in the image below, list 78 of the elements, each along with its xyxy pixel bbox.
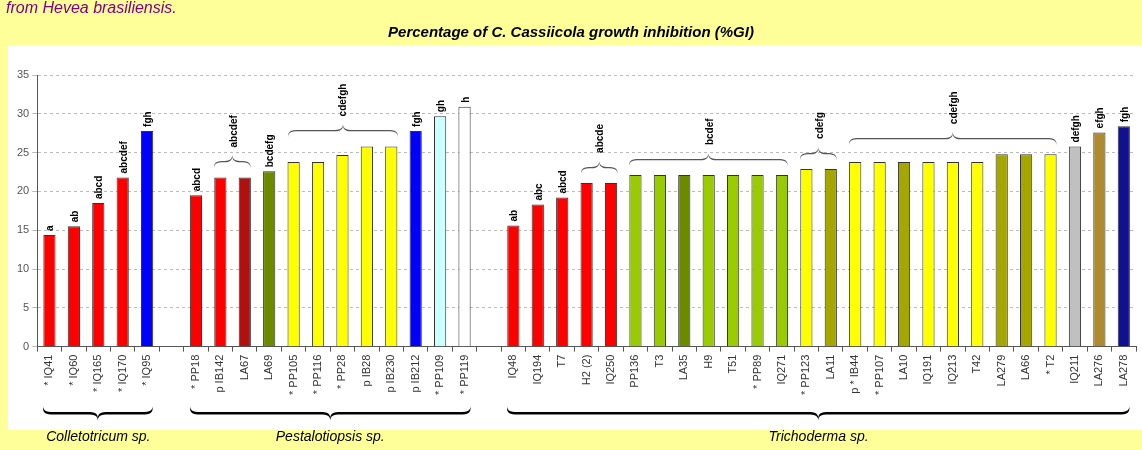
data-label: fgh bbox=[1118, 106, 1130, 123]
x-tick-label: IQ250 bbox=[604, 354, 617, 385]
annotation: cdefg bbox=[813, 112, 825, 139]
x-tick-label: IQ194 bbox=[530, 354, 543, 385]
x-tick-label: * IQ170 bbox=[115, 354, 128, 392]
x-tick-label: LA276 bbox=[1092, 354, 1105, 387]
y-tick-label: 30 bbox=[16, 106, 30, 119]
x-tick-label: T3 bbox=[652, 354, 665, 368]
data-label: abcd bbox=[190, 167, 202, 192]
data-label: a bbox=[44, 224, 56, 231]
x-tick-label: LA10 bbox=[897, 354, 910, 381]
data-label: defgh bbox=[1069, 115, 1081, 143]
chart-title: Percentage of C. Cassiicola growth inhibition (%GI) bbox=[388, 23, 754, 41]
x-tick-label: * IQ165 bbox=[91, 354, 104, 392]
x-tick-label: * PP105 bbox=[286, 354, 299, 396]
x-tick-label: T7 bbox=[555, 354, 568, 368]
text: Colletotricum sp. bbox=[46, 427, 151, 444]
annotation: abcde bbox=[593, 123, 605, 153]
x-tick-label: H2 (2) bbox=[579, 354, 592, 386]
x-tick-label: LA279 bbox=[994, 354, 1007, 387]
x-tick-label: p IB230 bbox=[384, 354, 397, 393]
x-tick-label: * PP116 bbox=[311, 354, 324, 395]
data-label: fgh bbox=[410, 111, 422, 127]
text: Trichoderma sp. bbox=[768, 427, 869, 444]
x-tick-label: * PP89 bbox=[750, 354, 763, 389]
data-label: abc bbox=[532, 182, 544, 201]
x-tick-label: * PP123 bbox=[799, 354, 812, 396]
x-tick-label: LA67 bbox=[237, 354, 250, 381]
x-tick-label: T42 bbox=[970, 354, 983, 374]
annotation: cdefgh bbox=[337, 83, 349, 117]
data-label: abcd bbox=[93, 175, 105, 200]
data-label: abcd bbox=[557, 170, 569, 194]
annotation: cdefgh bbox=[947, 91, 959, 125]
data-label: h bbox=[459, 96, 471, 103]
y-tick-label: 15 bbox=[16, 223, 30, 236]
x-tick-label: * PP28 bbox=[335, 354, 348, 389]
x-tick-label: p IB142 bbox=[213, 354, 226, 393]
data-label: efgh bbox=[1094, 107, 1106, 129]
x-tick-label: * T2 bbox=[1043, 354, 1056, 375]
x-tick-label: * IQ41 bbox=[42, 354, 55, 386]
x-tick-label: * PP18 bbox=[188, 354, 201, 389]
x-tick-label: p IB28 bbox=[359, 354, 372, 387]
text: Pestalotiopsis sp. bbox=[275, 427, 385, 444]
y-tick-label: 35 bbox=[16, 68, 30, 81]
x-tick-label: * IQ60 bbox=[66, 354, 79, 386]
x-tick-label: PP136 bbox=[628, 354, 641, 388]
x-tick-label: LA69 bbox=[262, 354, 275, 381]
x-tick-label: LA11 bbox=[823, 354, 836, 380]
x-tick-label: * PP109 bbox=[433, 354, 446, 396]
x-tick-label: * PP119 bbox=[457, 354, 470, 395]
y-tick-label: 25 bbox=[16, 145, 30, 158]
x-tick-label: * PP107 bbox=[872, 354, 885, 396]
data-label: abcdef bbox=[117, 140, 129, 174]
x-tick-label: p IB212 bbox=[408, 354, 421, 393]
x-tick-label: IQ48 bbox=[506, 354, 519, 379]
data-label: fgh bbox=[142, 111, 154, 127]
x-tick-label: LA278 bbox=[1116, 354, 1129, 387]
x-tick-label: * IQ95 bbox=[140, 354, 153, 386]
x-tick-label: IQ271 bbox=[774, 354, 787, 385]
y-tick-label: 10 bbox=[16, 262, 30, 275]
x-tick-label: LA35 bbox=[677, 354, 690, 381]
y-tick-label: 0 bbox=[23, 339, 30, 352]
data-label: bcdefg bbox=[264, 134, 276, 168]
annotation: bcdef bbox=[703, 117, 715, 146]
x-tick-label: T51 bbox=[726, 354, 739, 374]
x-tick-label: IQ191 bbox=[921, 354, 934, 385]
x-tick-label: LA66 bbox=[1019, 354, 1032, 381]
annotation: abcdef bbox=[227, 114, 239, 148]
x-tick-label: IQ213 bbox=[945, 354, 958, 385]
data-label: ab bbox=[68, 210, 80, 223]
x-tick-label: p * IB44 bbox=[848, 354, 861, 394]
x-tick-label: H9 bbox=[701, 354, 714, 369]
x-tick-label: IQ211 bbox=[1067, 354, 1080, 384]
y-tick-label: 20 bbox=[16, 184, 30, 197]
data-label: ab bbox=[508, 209, 520, 222]
data-label: gh bbox=[435, 99, 447, 113]
y-tick-label: 5 bbox=[23, 300, 30, 313]
text: from Hevea brasiliensis. bbox=[6, 0, 177, 16]
